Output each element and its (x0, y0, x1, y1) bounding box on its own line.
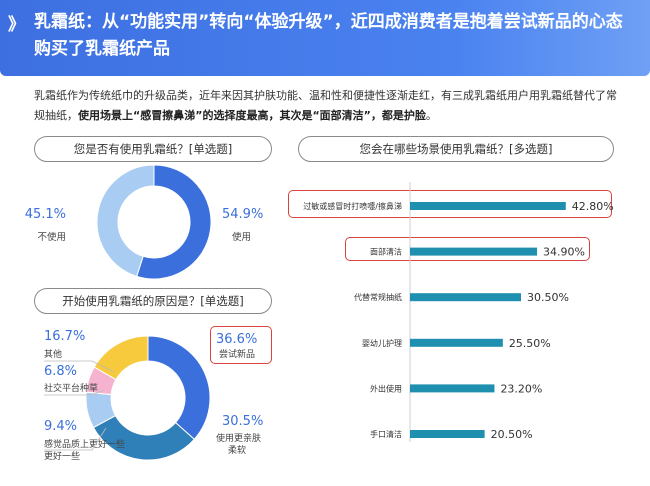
intro-highlight: 使用场景上“感冒擦鼻涕”的选择度最高，其次是“面部清洁”，都是护脸 (78, 109, 426, 122)
bar (410, 430, 485, 438)
reason-chart-title: 开始使用乳霜纸的原因是？[单选题] (34, 288, 272, 314)
intro-paragraph: 乳霜纸作为传统纸巾的升级品类，近年来因其护肤功能、温和性和便捷性逐渐走红，有三成… (34, 86, 626, 126)
bar-category-label: 过敏或感冒时打喷嚏/擦鼻涕 (303, 201, 402, 211)
bar (410, 293, 522, 302)
slice-value-label: 6.8% (44, 364, 77, 379)
slice-value-label: 9.4% (44, 419, 77, 434)
scenario-bar-chart: 过敏或感冒时打喷嚏/擦鼻涕 42.80% 面部清洁 34.90% 代替常规抽纸 30.50… (303, 182, 614, 442)
bar-value-label: 34.90% (543, 246, 585, 259)
bar-value-label: 42.80% (572, 200, 614, 213)
donut-slice-1 (96, 164, 155, 277)
chevron-right-icon: 》 (8, 15, 25, 35)
usage-chart-title: 您是否有使用乳霜纸？[单选题] (34, 136, 272, 162)
bar-value-label: 25.50% (509, 337, 551, 350)
slice-category-label: 感觉品质上更好一些 (44, 438, 125, 450)
slice-category-label: 不使用 (37, 231, 66, 243)
slice-category-label: 其他 (44, 348, 62, 360)
slice-category-label-line2: 柔软 (228, 444, 246, 456)
bar (410, 202, 566, 210)
bar-value-label: 23.20% (500, 382, 542, 395)
bar-series: 过敏或感冒时打喷嚏/擦鼻涕 42.80% 面部清洁 34.90% 代替常规抽纸 30.50… (303, 200, 613, 441)
slice-value-label: 16.7% (44, 329, 85, 344)
slice-category-label: 使用更亲肤 (216, 432, 261, 444)
slice-category-label: 尝试新品 (219, 348, 255, 360)
bar (410, 384, 495, 393)
bar-value-label: 20.50% (491, 428, 533, 441)
usage-donut-slices (96, 164, 212, 280)
reason-donut-chart: 16.7% 其他 6.8% 社交平台种草 9.4% 感觉品质上更好一些 更好一些… (44, 329, 263, 462)
highlight-box-top-scenario (288, 190, 612, 218)
leader-line (44, 427, 107, 451)
leader-line (44, 360, 115, 373)
bar-category-label: 代替常规抽纸 (354, 292, 402, 302)
slice-value-label: 36.6% (216, 332, 257, 347)
page-title: 乳霜纸：从“功能实用”转向“体验升级”，近四成消费者是抱着尝试新品的心态购买了乳… (34, 12, 623, 59)
slice-value-label: 54.9% (222, 207, 263, 222)
donut-slice-0 (136, 164, 212, 280)
leader-line (44, 389, 105, 396)
bar-value-label: 30.50% (527, 291, 569, 304)
usage-donut-chart: 45.1% 不使用 54.9% 使用 (25, 164, 263, 280)
donut-slice-1 (92, 414, 195, 461)
bar-category-label: 面部清洁 (370, 247, 402, 257)
bar-category-label: 外出使用 (370, 383, 402, 393)
slice-value-label: 45.1% (25, 207, 66, 222)
highlight-box-top-reason (210, 326, 272, 364)
slice-category-label: 社交平台种草 (44, 382, 98, 394)
bar (410, 338, 503, 347)
highlight-box-second-scenario (345, 237, 590, 261)
bar-category-label: 婴幼儿护理 (362, 338, 402, 348)
bar-category-label: 手口清洁 (370, 429, 402, 439)
scenario-chart-title: 您会在哪些场景使用乳霜纸？[多选题] (298, 136, 614, 162)
page-header: 》 乳霜纸：从“功能实用”转向“体验升级”，近四成消费者是抱着尝试新品的心态购买… (0, 0, 650, 76)
intro-end: 。 (425, 109, 437, 122)
bar (410, 247, 538, 256)
donut-slice-0 (147, 335, 211, 440)
slice-category-label: 使用 (232, 231, 251, 243)
slice-category-label-line2: 更好一些 (44, 450, 80, 462)
slice-value-label: 30.5% (222, 414, 263, 429)
reason-donut-slices (85, 335, 211, 461)
intro-text: 乳霜纸作为传统纸巾的升级品类，近年来因其护肤功能、温和性和便捷性逐渐走红，有三成… (34, 89, 617, 122)
